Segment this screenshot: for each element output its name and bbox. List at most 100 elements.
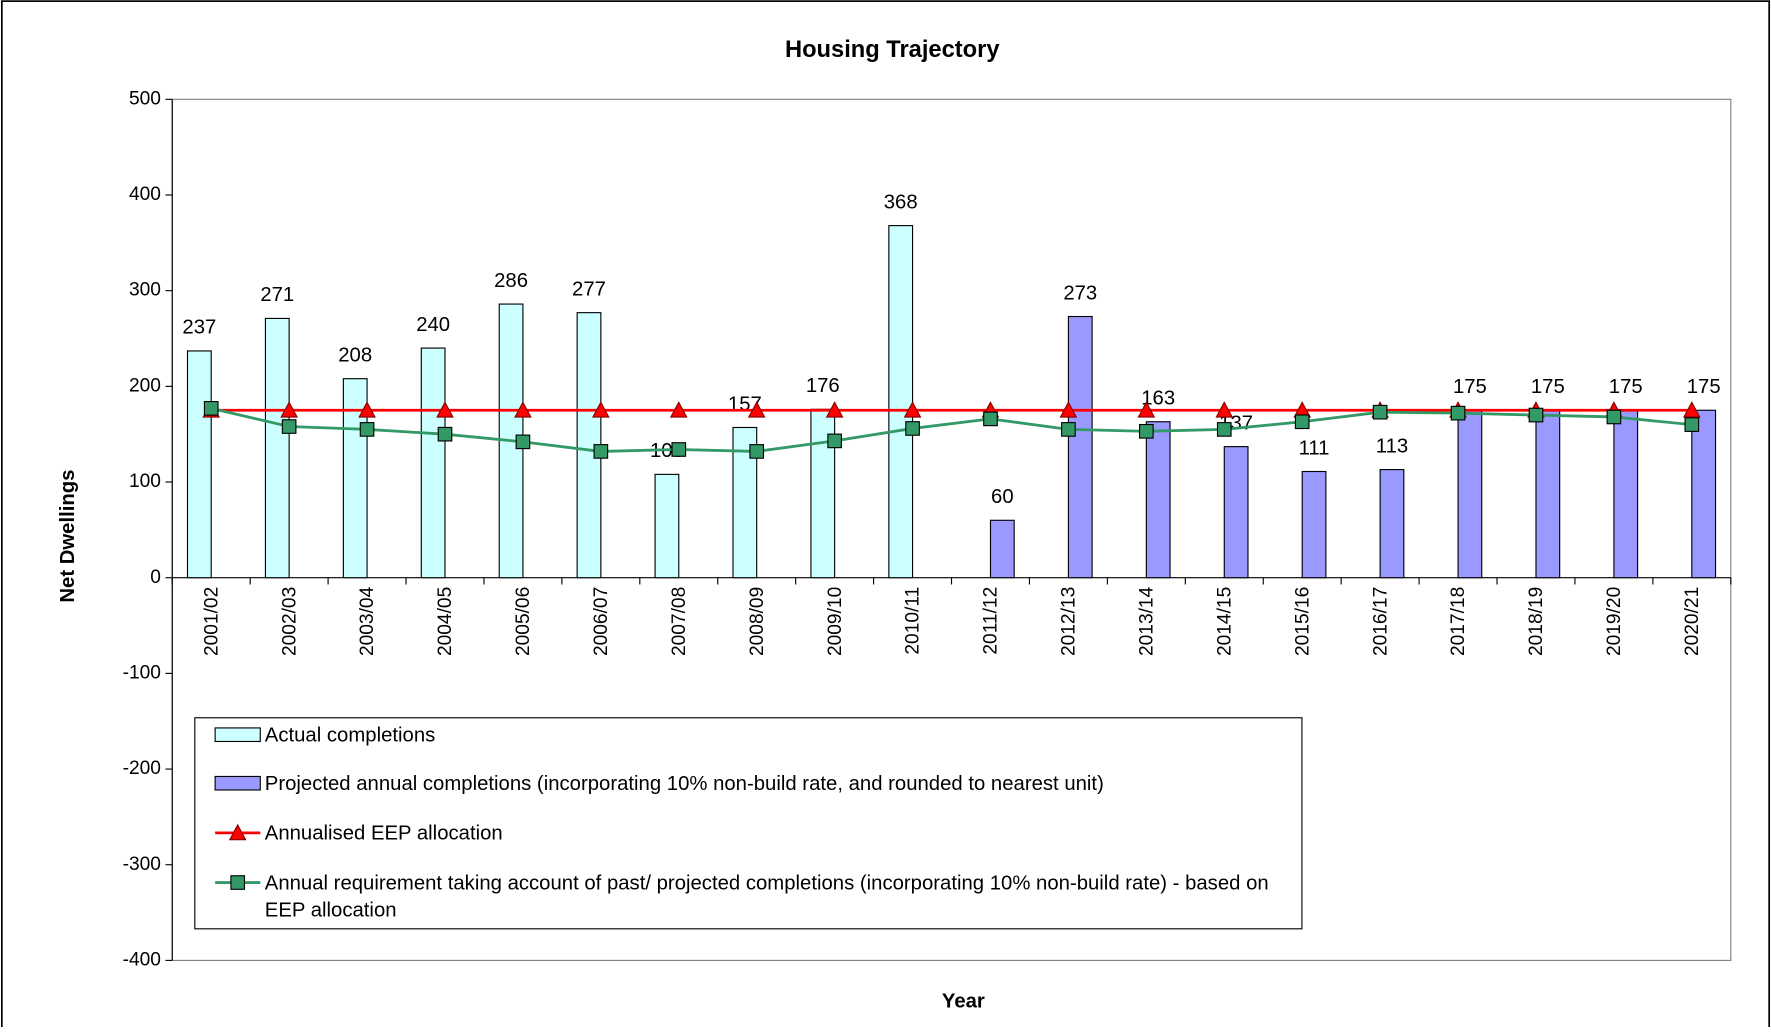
data-label: 368 bbox=[884, 191, 918, 213]
y-tick-label: 200 bbox=[129, 375, 161, 396]
data-label: 113 bbox=[1376, 435, 1408, 457]
legend-marker bbox=[228, 823, 247, 841]
point bbox=[1137, 401, 1156, 418]
point bbox=[1606, 409, 1622, 425]
point bbox=[1682, 401, 1701, 418]
bar bbox=[654, 473, 680, 579]
bar bbox=[1457, 409, 1483, 579]
x-tick-label: 2016/17 bbox=[1370, 587, 1391, 656]
x-tick-label: 2011/12 bbox=[981, 587, 1002, 655]
point bbox=[1684, 417, 1700, 432]
point bbox=[1450, 405, 1466, 421]
legend-entry: Projected annual completions (incorporat… bbox=[264, 771, 1104, 795]
bar bbox=[989, 519, 1015, 579]
x-tick-label: 2002/03 bbox=[279, 587, 300, 656]
data-label: 208 bbox=[338, 344, 372, 366]
point bbox=[436, 401, 454, 418]
data-label: 237 bbox=[182, 317, 216, 339]
y-tick-label: 500 bbox=[129, 88, 161, 109]
legend bbox=[194, 717, 1303, 930]
point bbox=[825, 401, 844, 418]
point bbox=[1139, 423, 1154, 439]
legend-entry: Actual completions bbox=[264, 723, 436, 746]
data-label: 273 bbox=[1063, 282, 1097, 304]
x-tick-label: 2013/14 bbox=[1137, 586, 1158, 656]
y-tick-label: 300 bbox=[129, 280, 161, 301]
data-label: 271 bbox=[260, 284, 294, 306]
point bbox=[669, 401, 688, 418]
legend-label: Annual requirement taking account of pas… bbox=[264, 871, 1269, 921]
x-tick-label: 2009/10 bbox=[825, 587, 846, 656]
point bbox=[671, 442, 687, 457]
point bbox=[905, 421, 920, 436]
point bbox=[203, 401, 219, 416]
x-tick-label: 2006/07 bbox=[591, 587, 612, 656]
point bbox=[749, 444, 765, 459]
x-tick-label: 2010/11 bbox=[903, 587, 924, 655]
point bbox=[1061, 422, 1076, 437]
point bbox=[280, 401, 298, 418]
point bbox=[1372, 404, 1388, 420]
y-tick-label: -100 bbox=[123, 662, 161, 683]
legend-swatch bbox=[214, 775, 261, 791]
x-tick-label: 2017/18 bbox=[1448, 587, 1469, 656]
bar bbox=[1535, 409, 1561, 579]
x-tick-label: 2008/09 bbox=[747, 587, 768, 656]
point bbox=[1216, 422, 1232, 437]
y-tick-label: 400 bbox=[129, 184, 161, 205]
bar bbox=[1145, 421, 1171, 579]
bar bbox=[186, 350, 212, 579]
point bbox=[359, 422, 375, 437]
data-label: 175 bbox=[1531, 376, 1565, 398]
point bbox=[827, 433, 842, 449]
point bbox=[593, 444, 609, 459]
bar bbox=[732, 426, 758, 579]
bar bbox=[1301, 470, 1327, 579]
data-label: 240 bbox=[416, 314, 450, 336]
point bbox=[747, 401, 766, 418]
y-tick-label: -400 bbox=[123, 949, 161, 970]
point bbox=[1528, 407, 1544, 423]
legend-marker bbox=[230, 875, 246, 890]
y-tick-label: 0 bbox=[150, 567, 161, 588]
y-tick-label: 100 bbox=[129, 471, 161, 492]
point bbox=[515, 434, 531, 450]
y-tick-label: -200 bbox=[123, 758, 161, 779]
x-tick-label: 2004/05 bbox=[435, 587, 456, 656]
bar bbox=[420, 347, 446, 579]
bar bbox=[1613, 409, 1639, 579]
x-tick-label: 2018/19 bbox=[1526, 587, 1547, 656]
data-label: 163 bbox=[1141, 388, 1175, 410]
data-label: 111 bbox=[1299, 437, 1330, 459]
bar bbox=[1067, 315, 1093, 579]
y-axis-title: Net Dwellings bbox=[57, 470, 79, 603]
data-label: 277 bbox=[572, 278, 606, 300]
x-tick-label: 2001/02 bbox=[201, 587, 222, 656]
legend-entry: Annualised EEP allocation bbox=[264, 821, 503, 845]
x-tick-label: 2015/16 bbox=[1292, 587, 1313, 656]
point bbox=[1059, 401, 1078, 418]
legend-swatch bbox=[214, 727, 261, 743]
point bbox=[1215, 401, 1234, 418]
legend-label: Projected annual completions (incorporat… bbox=[264, 771, 1104, 795]
legend-label: Annualised EEP allocation bbox=[264, 821, 503, 845]
x-tick-label: 2003/04 bbox=[357, 586, 378, 656]
point bbox=[903, 401, 922, 418]
legend-entry: Annual requirement taking account of pas… bbox=[264, 871, 1269, 921]
point bbox=[1294, 414, 1310, 430]
data-label: 175 bbox=[1609, 376, 1643, 398]
legend-label: Actual completions bbox=[264, 723, 436, 746]
bar bbox=[264, 317, 290, 579]
point bbox=[592, 401, 610, 418]
data-label: 175 bbox=[1687, 376, 1721, 398]
x-tick-label: 2020/21 bbox=[1682, 587, 1703, 656]
bar bbox=[1379, 469, 1405, 579]
point bbox=[281, 419, 297, 434]
data-label: 60 bbox=[991, 486, 1014, 508]
x-tick-label: 2012/13 bbox=[1059, 587, 1080, 656]
bar bbox=[1691, 409, 1717, 579]
y-tick-label: -300 bbox=[123, 854, 161, 875]
point bbox=[514, 401, 532, 418]
